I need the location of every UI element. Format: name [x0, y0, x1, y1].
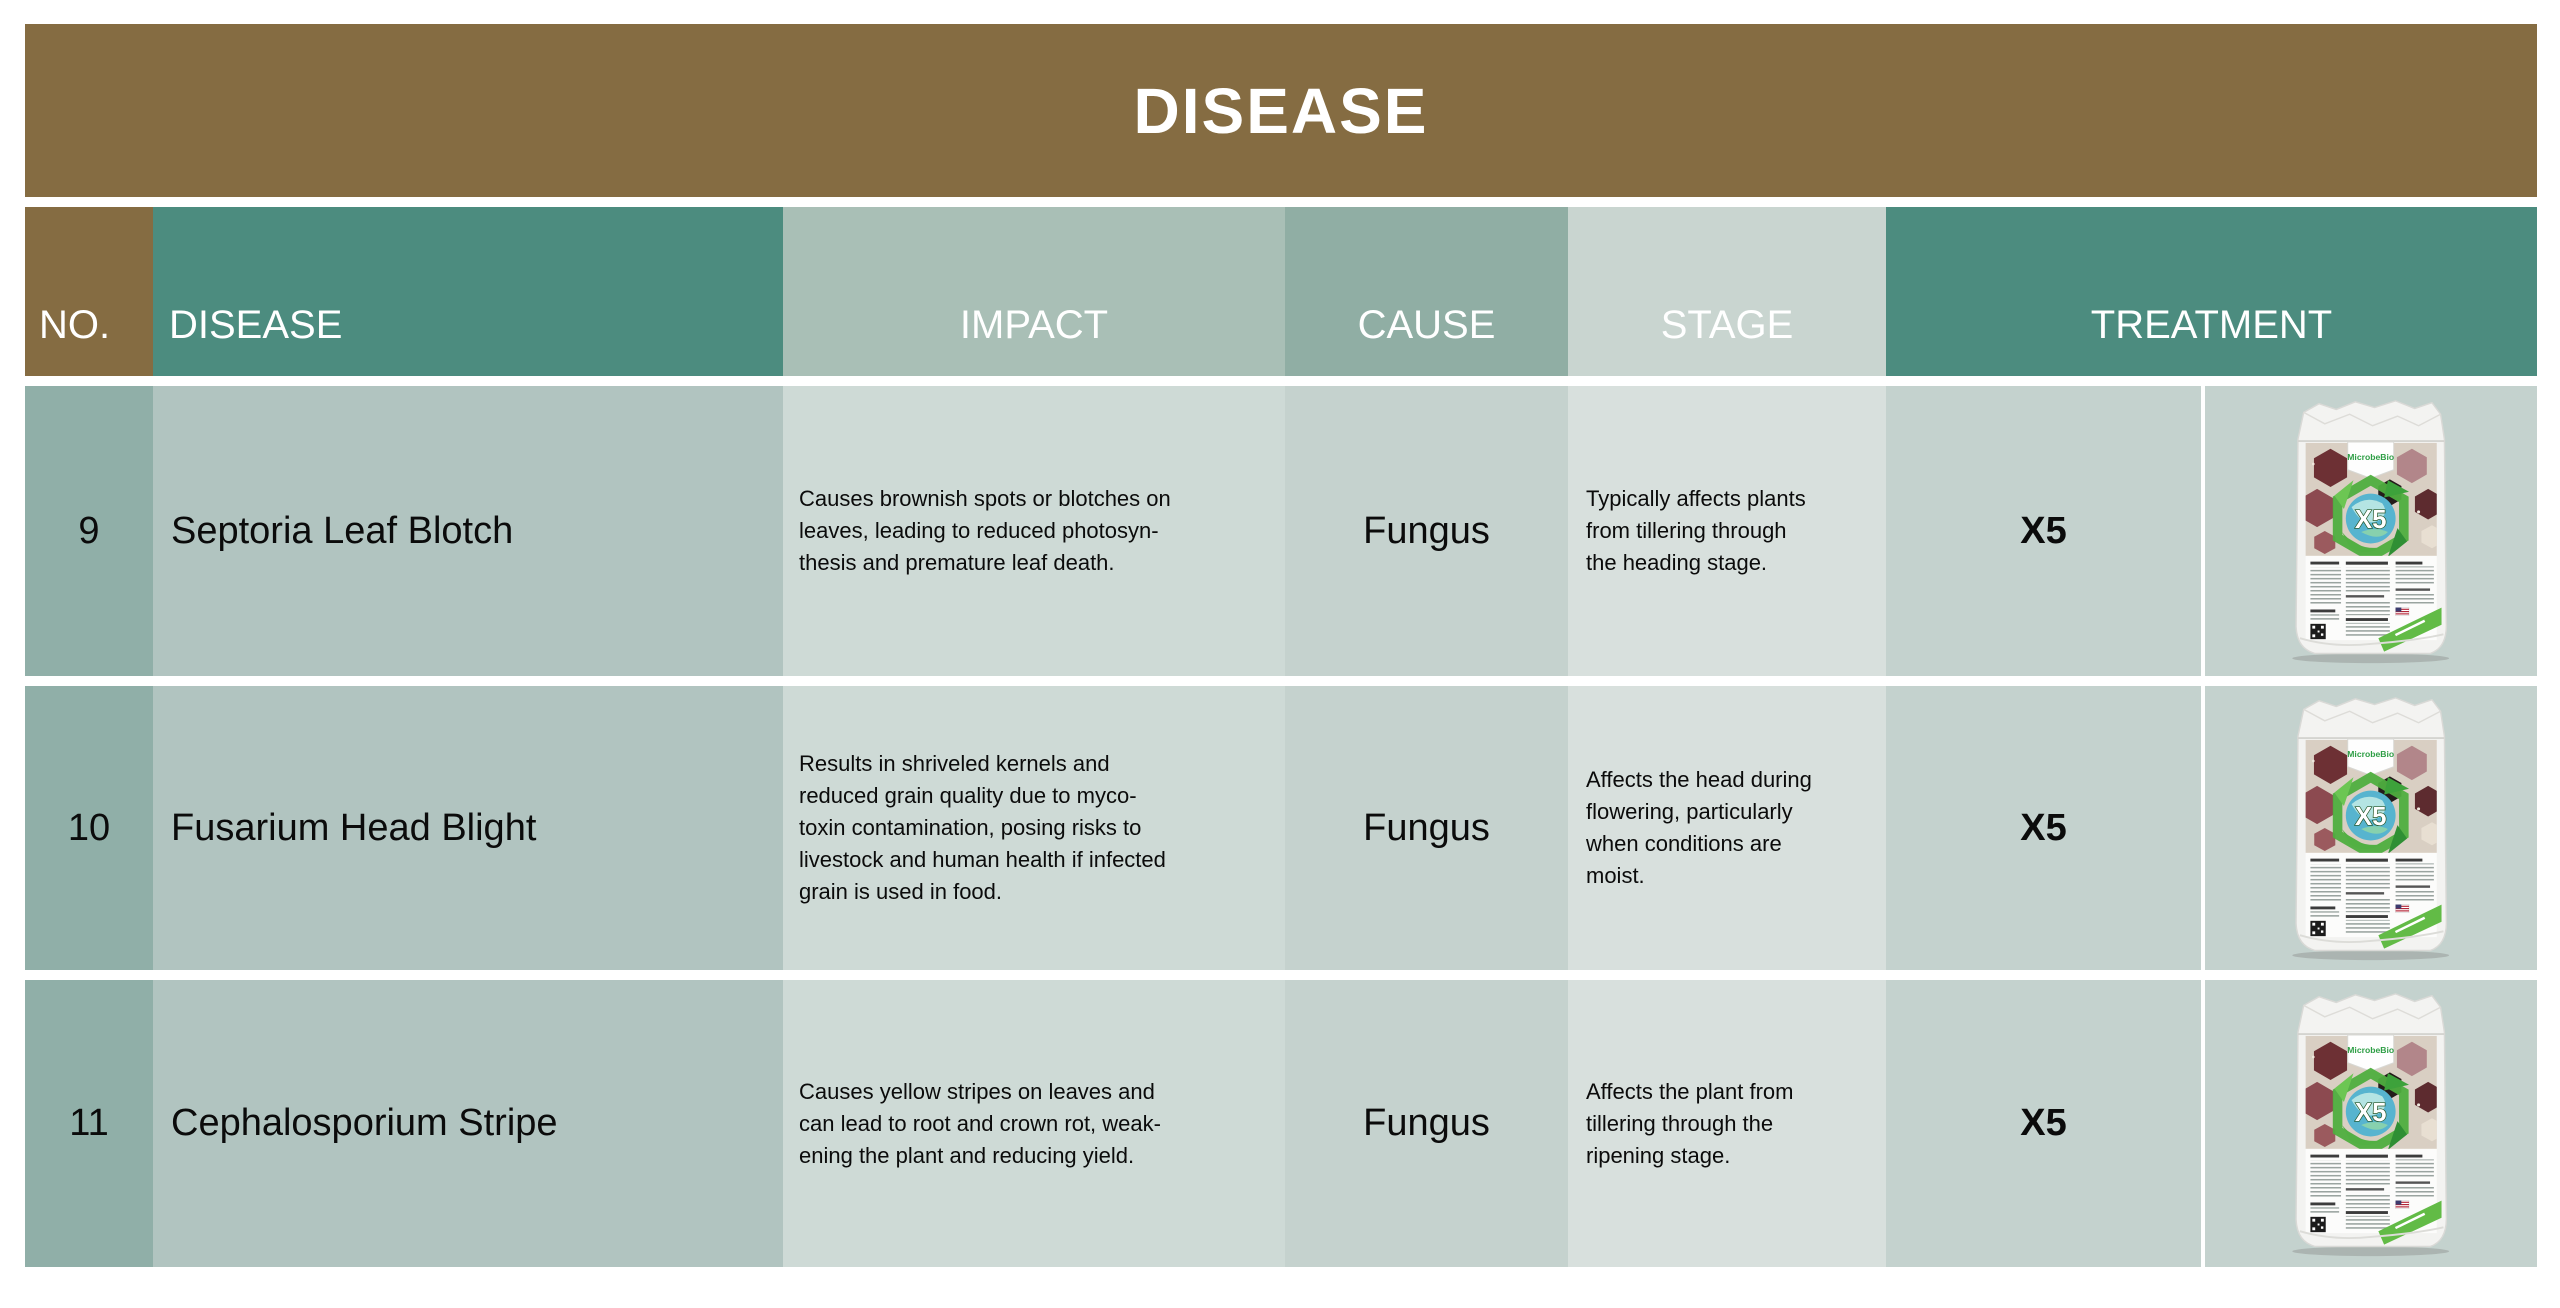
cell-no: 9	[25, 386, 153, 676]
cell-impact: Causes brownish spots or blotches on lea…	[783, 386, 1285, 676]
column-header-cause: CAUSE	[1285, 207, 1568, 376]
column-header-disease: DISEASE	[153, 207, 783, 376]
microbebio-x5-package-image	[2275, 694, 2466, 962]
column-header-impact: IMPACT	[783, 207, 1285, 376]
column-header-treatment: TREATMENT	[1886, 207, 2537, 376]
table-row: 9 Septoria Leaf Blotch Causes brownish s…	[25, 386, 2537, 676]
cell-disease: Septoria Leaf Blotch	[153, 386, 783, 676]
page-title: DISEASE	[1133, 74, 1429, 147]
cell-cause: Fungus	[1285, 980, 1568, 1267]
table-row: 11 Cephalosporium Stripe Causes yellow s…	[25, 980, 2537, 1267]
cell-no: 11	[25, 980, 153, 1267]
column-header-no: NO.	[25, 207, 153, 376]
cell-product-image	[2201, 686, 2537, 970]
cell-treatment: X5	[1886, 386, 2201, 676]
microbebio-x5-package-image	[2275, 397, 2466, 665]
table-header-row: NO. DISEASE IMPACT CAUSE STAGE TREATMENT	[25, 207, 2537, 376]
cell-cause: Fungus	[1285, 686, 1568, 970]
cell-stage: Affects the plant from tillering through…	[1568, 980, 1886, 1267]
cell-impact: Results in shriveled kernels and reduced…	[783, 686, 1285, 970]
cell-stage: Typically affects plants from tillering …	[1568, 386, 1886, 676]
page-title-banner: DISEASE	[25, 24, 2537, 197]
cell-impact: Causes yellow stripes on leaves and can …	[783, 980, 1285, 1267]
microbebio-x5-package-image	[2275, 990, 2466, 1258]
table-row: 10 Fusarium Head Blight Results in shriv…	[25, 686, 2537, 970]
cell-disease: Cephalosporium Stripe	[153, 980, 783, 1267]
disease-table: DISEASE NO. DISEASE IMPACT CAUSE STAGE T…	[25, 24, 2537, 1277]
cell-product-image	[2201, 980, 2537, 1267]
column-header-stage: STAGE	[1568, 207, 1886, 376]
cell-cause: Fungus	[1285, 386, 1568, 676]
cell-treatment: X5	[1886, 980, 2201, 1267]
cell-no: 10	[25, 686, 153, 970]
cell-stage: Affects the head during flowering, parti…	[1568, 686, 1886, 970]
cell-disease: Fusarium Head Blight	[153, 686, 783, 970]
cell-treatment: X5	[1886, 686, 2201, 970]
cell-product-image	[2201, 386, 2537, 676]
